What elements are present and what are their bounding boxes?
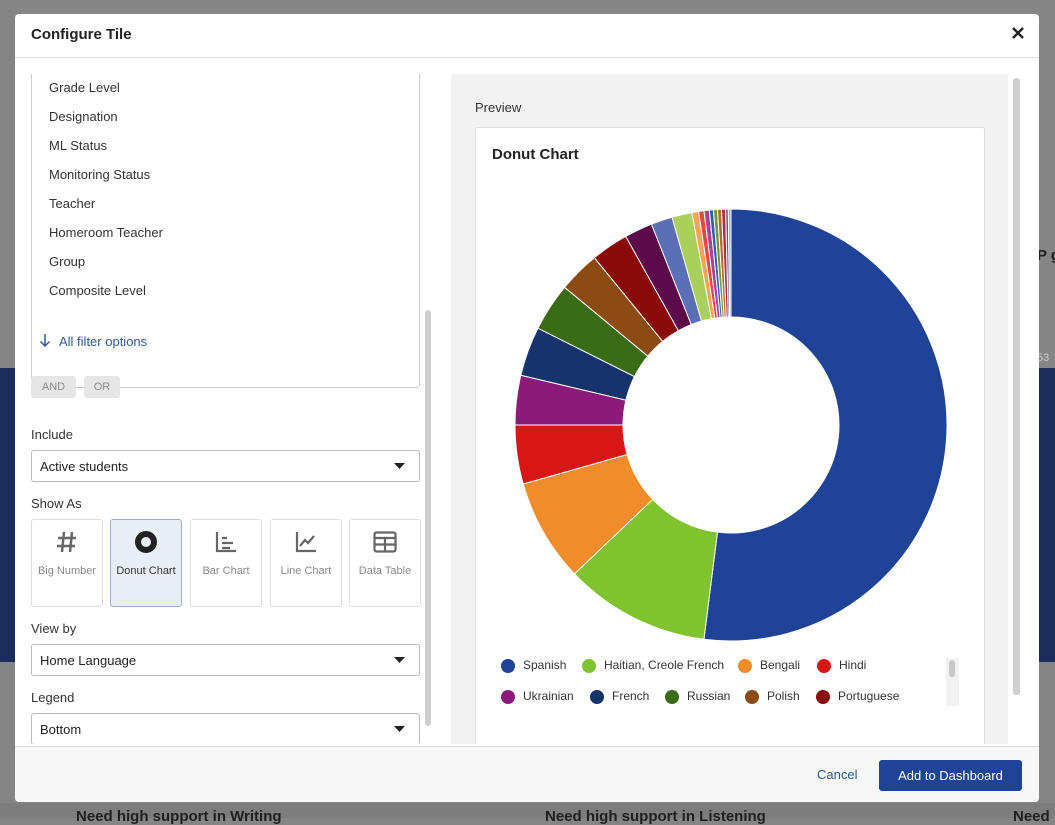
background-card-title: Need	[1013, 808, 1050, 825]
caret	[394, 657, 405, 663]
arrow-icon	[39, 334, 51, 348]
donut-chart-tile[interactable]: Donut Chart	[110, 519, 182, 607]
filter-option[interactable]: Designation	[49, 109, 118, 124]
icon	[373, 531, 397, 553]
modal: Configure Tile SchoolGrade LevelDesignat…	[15, 14, 1039, 802]
modal-title: Configure Tile	[31, 26, 132, 43]
legend-label: French	[612, 689, 649, 703]
icon	[215, 532, 236, 553]
icon	[57, 531, 76, 553]
filter-option[interactable]: Group	[49, 254, 86, 269]
add-to-dashboard-button[interactable]: Add to Dashboard	[879, 760, 1022, 791]
legend-swatch	[501, 690, 515, 704]
legend-label: Russian	[687, 689, 730, 703]
legend-swatch	[665, 690, 679, 704]
big-number-tile[interactable]: Big Number	[31, 519, 103, 607]
scrollbar[interactable]	[1013, 78, 1020, 695]
include-label: Include	[31, 427, 73, 442]
select-value: Active students	[40, 459, 129, 474]
legend-label: Haitian, Creole French	[604, 658, 724, 672]
chart-card: Donut Chart Spanish Haitian, Creole Frenc…	[475, 127, 985, 744]
select-value: Bottom	[40, 722, 82, 737]
legend-label: Spanish	[523, 658, 566, 672]
filter-option[interactable]: Grade Level	[49, 80, 120, 95]
legend-swatch	[590, 690, 604, 704]
preview-panel: Preview Donut Chart Spanish Haitian, Creo…	[451, 74, 1008, 744]
legend-swatch	[817, 659, 831, 673]
close-button[interactable]	[1011, 26, 1025, 40]
legend-swatch	[501, 659, 515, 673]
tile-label: Line Chart	[280, 565, 332, 577]
data-table-tile[interactable]: Data Table	[349, 519, 421, 607]
modal-header: Configure Tile	[15, 14, 1039, 58]
icon	[295, 532, 316, 553]
background-text: P g	[1037, 247, 1055, 264]
chart-title: Donut Chart	[492, 146, 579, 163]
filter-option[interactable]: Monitoring Status	[49, 167, 151, 182]
or-button[interactable]: OR	[84, 376, 120, 398]
filter-option[interactable]: Teacher	[49, 196, 96, 211]
legend-label: Portuguese	[838, 689, 900, 703]
legend-label: Bengali	[760, 658, 800, 672]
caret	[394, 463, 405, 469]
filter-option[interactable]: Homeroom Teacher	[49, 225, 163, 240]
all-filter-options[interactable]: All filter options	[59, 334, 148, 349]
view-by-select[interactable]: Home Language	[31, 644, 420, 676]
filter-option[interactable]: ML Status	[49, 138, 108, 153]
legend-select[interactable]: Bottom	[31, 713, 420, 744]
background-card-title: Need high support in Writing	[76, 808, 282, 825]
view-by-label: View by	[31, 621, 77, 636]
legend-label: Hindi	[839, 658, 866, 672]
background-text: 53	[1037, 352, 1050, 364]
icon	[135, 531, 157, 553]
preview-label: Preview	[475, 100, 522, 115]
cancel-button[interactable]: Cancel	[817, 767, 858, 782]
legend-swatch	[745, 690, 759, 704]
modal-footer: Cancel Add to Dashboard	[15, 746, 1039, 802]
filter-option[interactable]: Composite Level	[49, 283, 146, 298]
donut-slice	[727, 208, 732, 318]
tile-label: Big Number	[37, 565, 97, 577]
legend-label: Ukrainian	[523, 689, 574, 703]
legend-label: Polish	[767, 689, 800, 703]
and-button[interactable]: AND	[31, 376, 76, 398]
show-as-label: Show As	[31, 496, 82, 511]
legend-label: Legend	[31, 690, 75, 705]
include-select[interactable]: Active students	[31, 450, 420, 482]
legend-scroll-thumb[interactable]	[949, 660, 955, 677]
background-card-title: Need high support in Listening	[545, 808, 766, 825]
donut-slice	[703, 208, 948, 642]
tile-label: Bar Chart	[202, 565, 250, 577]
background-strip	[0, 803, 1055, 818]
legend-swatch	[582, 659, 596, 673]
caret	[394, 726, 405, 732]
tile-label: Donut Chart	[116, 565, 176, 577]
chart: Donut Chart Spanish Haitian, Creole Frenc…	[492, 146, 959, 706]
legend-swatch	[816, 690, 830, 704]
bar-chart-tile[interactable]: Bar Chart	[190, 519, 262, 607]
legend-swatch	[738, 659, 752, 673]
scrollbar[interactable]	[425, 310, 431, 726]
line-chart-tile[interactable]: Line Chart	[270, 519, 342, 607]
tile-label: Data Table	[358, 565, 412, 577]
select-value: Home Language	[40, 653, 137, 668]
